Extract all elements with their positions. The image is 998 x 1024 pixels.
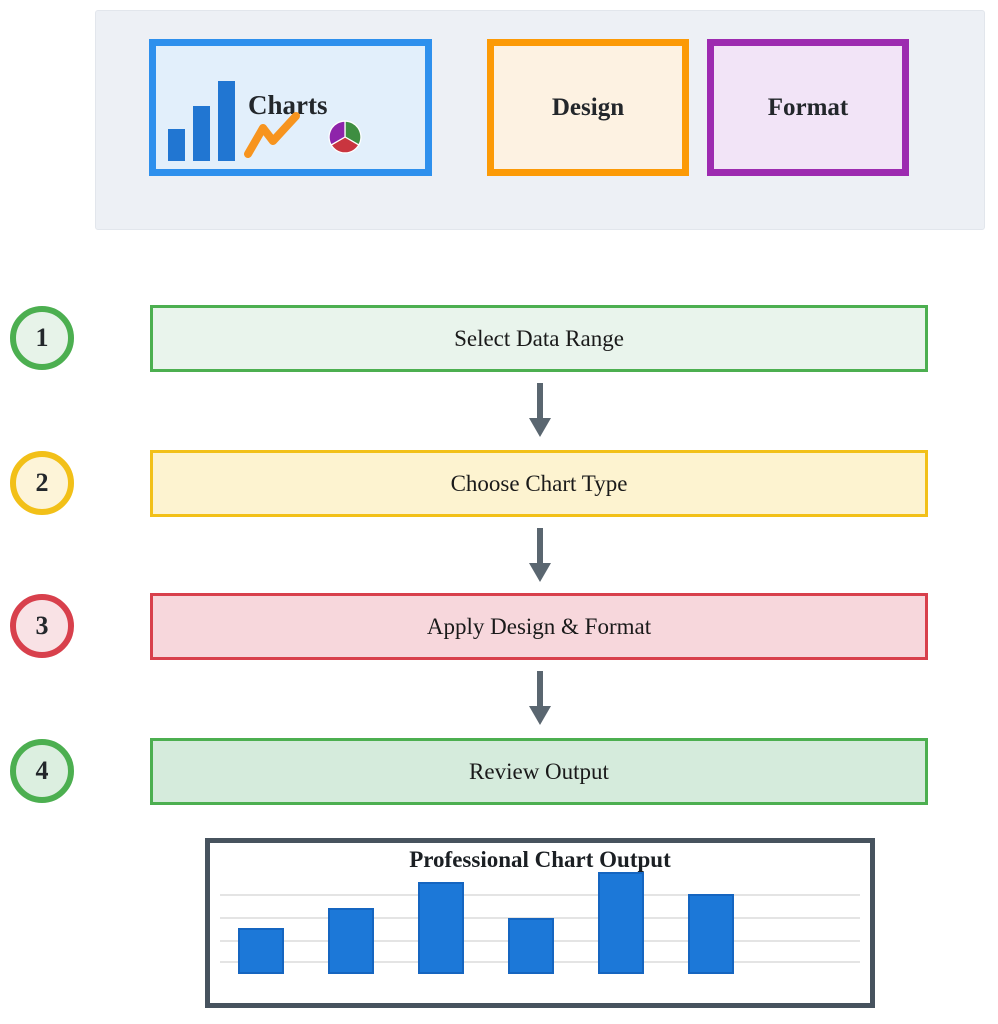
- chart-bar: [238, 928, 284, 974]
- tab-design-label: Design: [551, 93, 625, 121]
- step-number-badge: 4: [10, 739, 74, 803]
- chart-gridline: [220, 894, 860, 896]
- step-row-2: 2 Choose Chart Type: [0, 450, 998, 517]
- chart-bar: [418, 882, 464, 974]
- bar-chart: [210, 843, 870, 1003]
- chart-output-title: Professional Chart Output: [409, 847, 671, 872]
- chart-bar: [508, 918, 554, 974]
- chart-output-panel: Professional Chart Output: [205, 838, 875, 1008]
- step-row-4: 4 Review Output: [0, 738, 998, 805]
- step-box: Select Data Range: [150, 305, 928, 372]
- chart-bar: [598, 872, 644, 974]
- tab-charts-label: Charts: [248, 90, 328, 120]
- down-arrow-icon: [529, 528, 551, 582]
- pie-chart-icon: [328, 120, 362, 154]
- step-number-badge: 3: [10, 594, 74, 658]
- line-chart-icon: [244, 112, 300, 158]
- step-box: Review Output: [150, 738, 928, 805]
- step-row-1: 1 Select Data Range: [0, 305, 998, 372]
- step-row-3: 3 Apply Design & Format: [0, 593, 998, 660]
- step-number-badge: 2: [10, 451, 74, 515]
- step-box: Choose Chart Type: [150, 450, 928, 517]
- step-number-badge: 1: [10, 306, 74, 370]
- chart-bar: [688, 894, 734, 974]
- chart-bar: [328, 908, 374, 974]
- down-arrow-icon: [529, 383, 551, 437]
- tab-charts[interactable]: Charts: [149, 39, 432, 176]
- tab-format-label: Format: [767, 93, 849, 121]
- ribbon-panel: Charts Design Format: [95, 10, 985, 230]
- down-arrow-icon: [529, 671, 551, 725]
- tab-format[interactable]: Format: [707, 39, 909, 176]
- tab-design[interactable]: Design: [487, 39, 689, 176]
- bar-chart-icon: [168, 81, 235, 161]
- step-box: Apply Design & Format: [150, 593, 928, 660]
